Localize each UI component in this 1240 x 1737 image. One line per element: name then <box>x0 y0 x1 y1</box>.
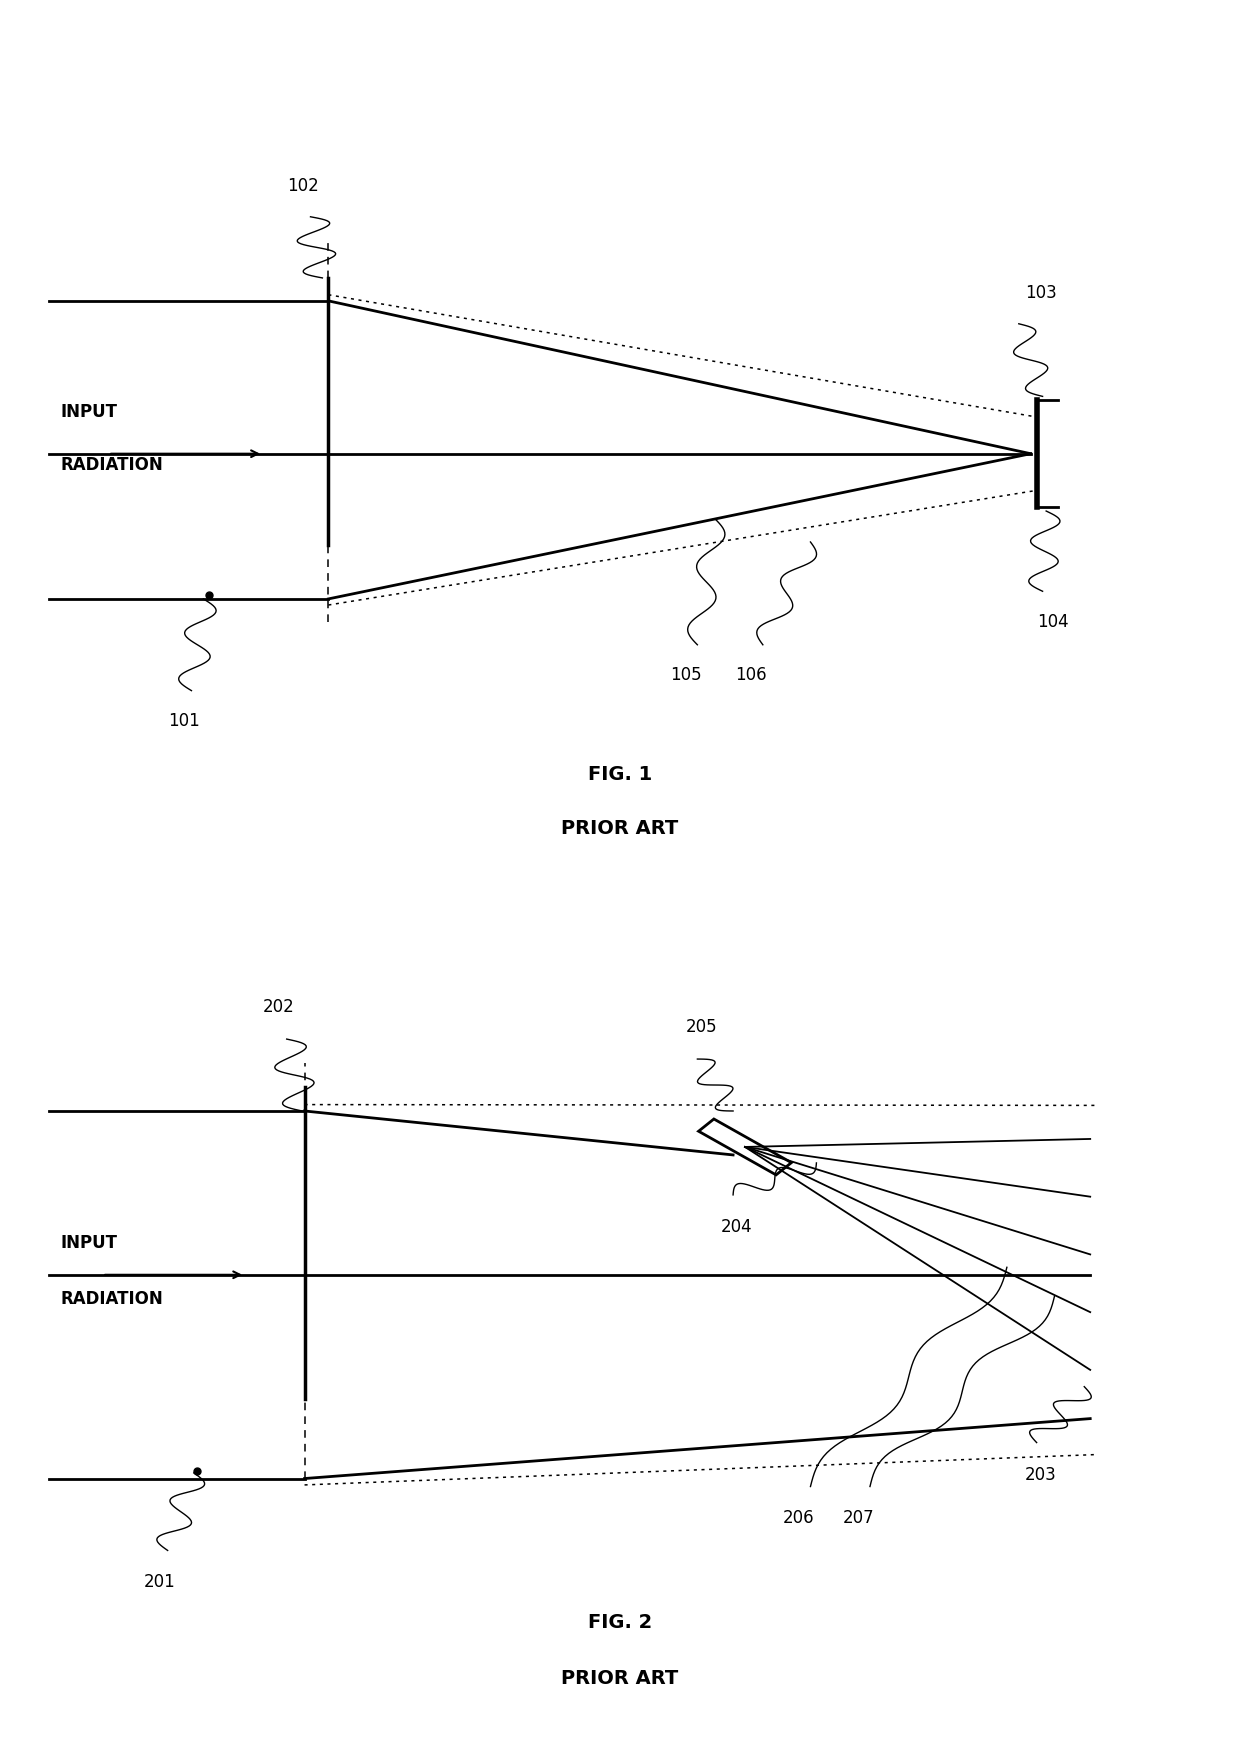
Text: 105: 105 <box>670 667 702 684</box>
Text: 204: 204 <box>722 1218 753 1235</box>
Text: 205: 205 <box>686 1018 717 1035</box>
Text: 203: 203 <box>1024 1466 1056 1483</box>
Text: INPUT: INPUT <box>61 403 118 420</box>
Text: 104: 104 <box>1037 613 1069 631</box>
Text: RADIATION: RADIATION <box>61 1291 164 1308</box>
Text: 206: 206 <box>782 1509 815 1527</box>
Text: RADIATION: RADIATION <box>61 457 164 474</box>
Text: 103: 103 <box>1024 285 1056 302</box>
Text: 101: 101 <box>167 712 200 730</box>
Text: INPUT: INPUT <box>61 1233 118 1252</box>
Text: PRIOR ART: PRIOR ART <box>562 1669 678 1688</box>
Text: 207: 207 <box>842 1509 874 1527</box>
Text: 102: 102 <box>286 177 319 195</box>
Polygon shape <box>698 1119 791 1174</box>
Text: 201: 201 <box>144 1574 176 1591</box>
Text: FIG. 1: FIG. 1 <box>588 766 652 783</box>
Text: FIG. 2: FIG. 2 <box>588 1614 652 1631</box>
Text: PRIOR ART: PRIOR ART <box>562 818 678 837</box>
Text: 202: 202 <box>263 999 295 1016</box>
Text: 106: 106 <box>735 667 766 684</box>
